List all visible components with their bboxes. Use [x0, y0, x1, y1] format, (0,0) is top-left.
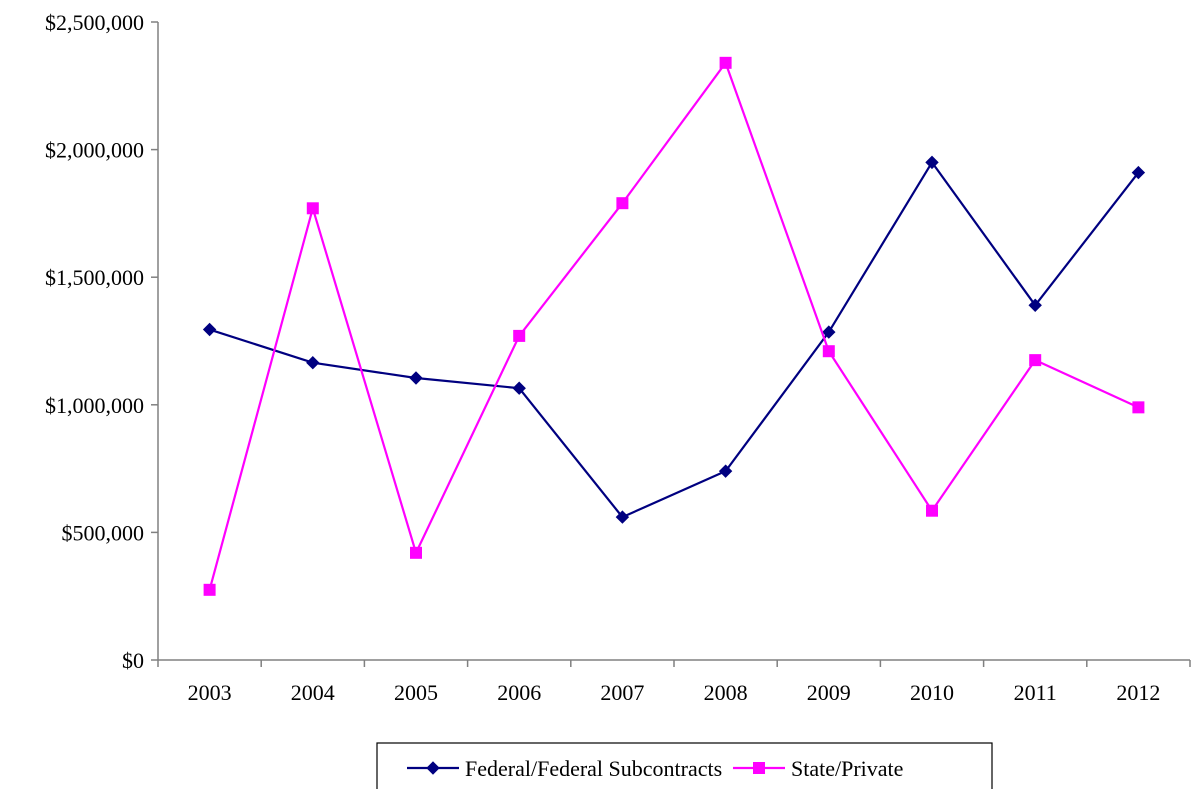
- y-tick-label: $2,500,000: [45, 10, 144, 35]
- y-tick-label: $0: [122, 648, 144, 673]
- series-lines: [202, 56, 1146, 596]
- data-point: [822, 325, 836, 339]
- y-tick-label: $1,500,000: [45, 265, 144, 290]
- data-point: [512, 381, 526, 395]
- x-tick-label: 2006: [497, 680, 541, 705]
- legend: Federal/Federal Subcontracts State/Privat…: [376, 742, 993, 794]
- data-point: [1029, 354, 1042, 367]
- series-2: [203, 56, 1145, 596]
- data-point: [1132, 401, 1145, 414]
- data-point: [410, 546, 422, 559]
- data-point: [1028, 298, 1042, 312]
- data-point: [719, 56, 732, 69]
- x-tick-label: 2011: [1014, 680, 1057, 705]
- data-point: [718, 464, 733, 478]
- data-point: [1131, 165, 1146, 180]
- y-tick-label: $2,000,000: [45, 138, 144, 163]
- x-tick-label: 2010: [910, 680, 954, 705]
- data-point: [409, 371, 423, 385]
- x-tick-label: 2008: [704, 680, 748, 705]
- data-point: [925, 155, 939, 170]
- legend-entry-2: State/Private: [733, 756, 903, 781]
- y-tick-label: $1,000,000: [45, 393, 144, 418]
- series-1: [202, 155, 1146, 524]
- data-point: [203, 583, 216, 596]
- x-tick-label: 2009: [807, 680, 851, 705]
- legend-entry-1: Federal/Federal Subcontracts: [407, 756, 722, 781]
- legend-marker: [753, 762, 765, 774]
- data-point: [616, 197, 629, 210]
- series-line: [208, 60, 1139, 591]
- data-point: [513, 329, 526, 342]
- x-tick-label: 2012: [1116, 680, 1160, 705]
- data-point: [202, 322, 217, 337]
- x-tick-label: 2004: [291, 680, 335, 705]
- data-point: [926, 504, 938, 517]
- data-point: [615, 510, 630, 524]
- data-point: [822, 345, 835, 358]
- x-tick-label: 2005: [394, 680, 438, 705]
- legend-label: State/Private: [791, 756, 903, 781]
- y-tick-label: $500,000: [62, 520, 145, 545]
- x-tick-label: 2007: [600, 680, 644, 705]
- series-line: [209, 160, 1140, 519]
- legend-label: Federal/Federal Subcontracts: [465, 756, 722, 781]
- legend-box: [376, 742, 993, 794]
- axes: $0 $500,000 $1,000,000 $1,500,000 $2,000,000…: [45, 10, 1191, 705]
- data-point: [306, 355, 320, 370]
- data-point: [306, 202, 319, 215]
- x-tick-label: 2003: [188, 680, 232, 705]
- legend-marker: [426, 761, 440, 775]
